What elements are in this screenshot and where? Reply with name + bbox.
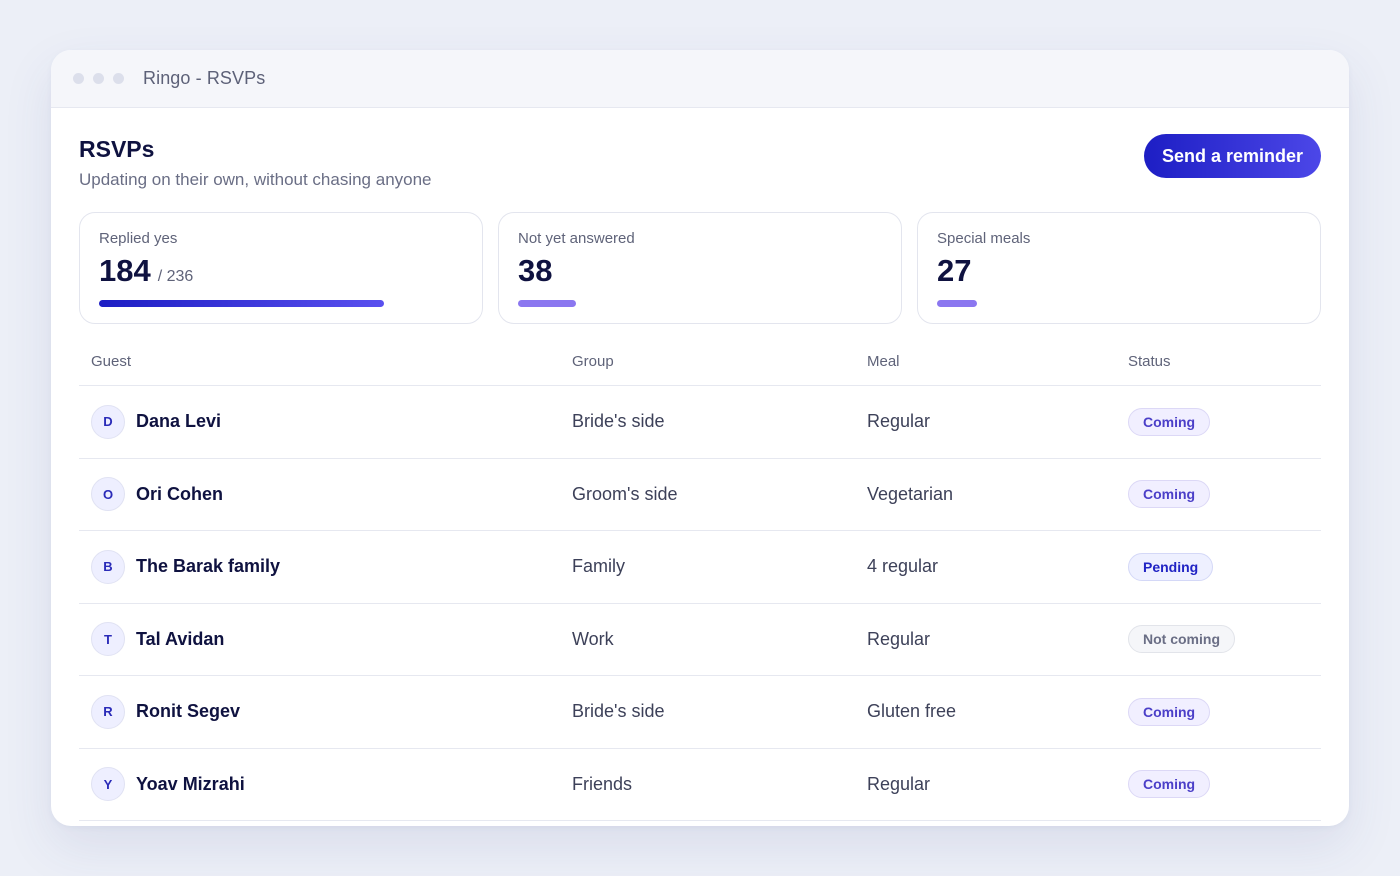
status-badge: Not coming [1128, 625, 1235, 654]
status-badge: Coming [1128, 407, 1211, 436]
column-header-status[interactable]: Status [1128, 352, 1171, 370]
progress-bar-fill [99, 300, 384, 307]
stat-label: Not yet answered [518, 230, 635, 247]
avatar: O [91, 477, 125, 512]
status-badge: Coming [1128, 770, 1211, 799]
guest-name: Yoav Mizrahi [136, 773, 245, 794]
guest-group: Groom's side [572, 483, 678, 504]
status-badge: Pending [1128, 552, 1214, 581]
avatar: B [91, 549, 125, 584]
guest-meal: Regular [867, 628, 931, 649]
table-header: Guest Group Meal Status [79, 337, 1321, 386]
guest-meal: Regular [867, 411, 931, 432]
accent-bar-fill [937, 300, 977, 307]
stat-value: 27 [937, 253, 972, 288]
table-row[interactable]: B The Barak family Family 4 regular Pendi… [79, 531, 1321, 604]
accent-bar-fill [518, 300, 576, 307]
table-row[interactable]: O Ori Cohen Groom's side Vegetarian Comin… [79, 459, 1321, 531]
send-reminder-button[interactable]: Send a reminder [1144, 134, 1321, 178]
stat-label: Replied yes [99, 230, 178, 247]
accent-bar [518, 300, 803, 307]
guest-group: Bride's side [572, 701, 665, 722]
table-row[interactable]: D Dana Levi Bride's side Regular Coming [79, 386, 1321, 459]
stat-card-special-meals: Special meals 27 [917, 212, 1321, 324]
stat-total: / 236 [157, 268, 194, 285]
window-minimize-dot[interactable] [93, 73, 104, 84]
guest-meal: Vegetarian [867, 483, 954, 504]
guest-name: Ori Cohen [136, 483, 224, 504]
avatar: R [91, 694, 125, 729]
stat-label: Special meals [937, 230, 1031, 247]
guest-group: Work [572, 628, 614, 649]
guest-group: Friends [572, 773, 633, 794]
guest-meal: Regular [867, 773, 931, 794]
column-header-group[interactable]: Group [572, 352, 614, 370]
app-window: Ringo - RSVPs RSVPs Updating on their ow… [51, 50, 1349, 826]
guest-name: Dana Levi [136, 411, 222, 432]
stat-value: 184 [99, 253, 151, 288]
guest-meal: 4 regular [867, 556, 939, 577]
window-title: Ringo - RSVPs [143, 68, 266, 88]
status-badge: Coming [1128, 480, 1211, 509]
guest-name: Ronit Segev [136, 701, 241, 722]
stat-card-not-answered: Not yet answered 38 [498, 212, 902, 324]
accent-bar [937, 300, 1222, 307]
progress-bar [99, 300, 384, 307]
guest-group: Bride's side [572, 411, 665, 432]
table-row[interactable]: Y Yoav Mizrahi Friends Regular Coming [79, 749, 1321, 821]
column-header-guest[interactable]: Guest [91, 352, 132, 370]
avatar: Y [91, 767, 125, 802]
guest-name: Tal Avidan [136, 628, 225, 649]
window-close-dot[interactable] [73, 73, 84, 84]
table-row[interactable]: R Ronit Segev Bride's side Gluten free Co… [79, 676, 1321, 749]
stats-row: Replied yes 184 / 236 Not yet answered 3… [79, 212, 1321, 324]
guest-group: Family [572, 556, 625, 577]
column-header-meal[interactable]: Meal [867, 352, 900, 370]
stat-value: 38 [518, 253, 553, 288]
title-bar: Ringo - RSVPs [51, 50, 1349, 108]
table-row[interactable]: T Tal Avidan Work Regular Not coming [79, 604, 1321, 676]
rsvp-table: Guest Group Meal Status D Dana Levi Bride… [79, 337, 1321, 821]
stat-card-replied-yes: Replied yes 184 / 236 [79, 212, 483, 324]
guest-meal: Gluten free [867, 701, 957, 722]
page-subtitle: Updating on their own, without chasing a… [79, 170, 432, 189]
guest-name: The Barak family [136, 556, 281, 577]
avatar: T [91, 622, 125, 657]
window-maximize-dot[interactable] [113, 73, 124, 84]
page-title: RSVPs [79, 136, 155, 162]
status-badge: Coming [1128, 697, 1211, 726]
avatar: D [91, 404, 125, 439]
